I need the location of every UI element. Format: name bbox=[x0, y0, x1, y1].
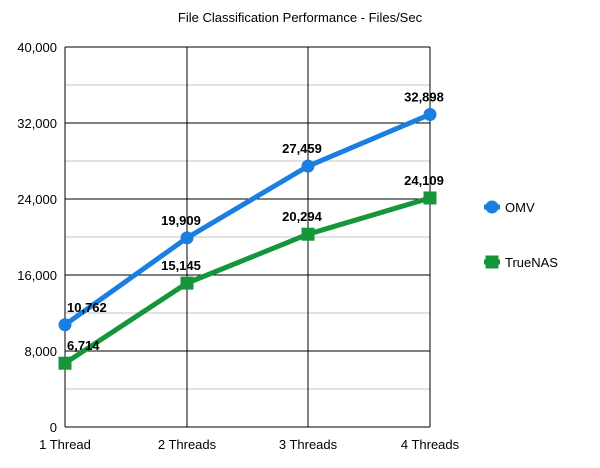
data-label: 27,459 bbox=[282, 141, 322, 156]
data-point-omv bbox=[58, 318, 72, 332]
axis-layer: 0 8,000 16,000 24,000 32,000 40,000 1 Thread 2 … bbox=[17, 40, 459, 452]
data-label: 10,762 bbox=[67, 300, 107, 315]
series-line-truenas bbox=[62, 195, 433, 366]
series-layer bbox=[58, 107, 437, 370]
x-tick-label: 3 Threads bbox=[279, 437, 338, 452]
data-label: 20,294 bbox=[282, 209, 323, 224]
y-tick-label: 32,000 bbox=[17, 116, 57, 131]
legend-marker-circle-icon bbox=[485, 200, 499, 214]
grid-layer bbox=[64, 46, 431, 428]
data-point-truenas bbox=[301, 227, 315, 241]
data-point-omv bbox=[301, 159, 315, 173]
data-label: 19,909 bbox=[161, 213, 201, 228]
data-point-omv bbox=[423, 107, 437, 121]
legend-label-truenas: TrueNAS bbox=[505, 255, 558, 270]
y-tick-label: 40,000 bbox=[17, 40, 57, 55]
legend: OMV TrueNAS bbox=[484, 200, 558, 270]
data-label: 32,898 bbox=[404, 89, 444, 104]
x-tick-label: 1 Thread bbox=[39, 437, 91, 452]
y-tick-label: 0 bbox=[50, 420, 57, 435]
data-point-omv bbox=[180, 231, 194, 245]
y-tick-label: 16,000 bbox=[17, 268, 57, 283]
series-line-omv bbox=[62, 111, 433, 328]
legend-label-omv: OMV bbox=[505, 200, 535, 215]
x-tick-label: 2 Threads bbox=[158, 437, 217, 452]
y-tick-label: 24,000 bbox=[17, 192, 57, 207]
chart-title: File Classification Performance - Files/… bbox=[178, 10, 423, 25]
data-label: 24,109 bbox=[404, 173, 444, 188]
data-label: 15,145 bbox=[161, 258, 201, 273]
y-tick-label: 8,000 bbox=[24, 344, 57, 359]
data-label: 6,714 bbox=[67, 338, 100, 353]
data-point-truenas bbox=[180, 276, 194, 290]
data-label-layer: 10,762 19,909 27,459 32,898 6,714 15,145 20,29… bbox=[67, 89, 444, 353]
data-point-truenas bbox=[423, 191, 437, 205]
legend-marker-square-icon bbox=[485, 255, 499, 269]
x-tick-label: 4 Threads bbox=[401, 437, 460, 452]
data-point-truenas bbox=[58, 356, 72, 370]
